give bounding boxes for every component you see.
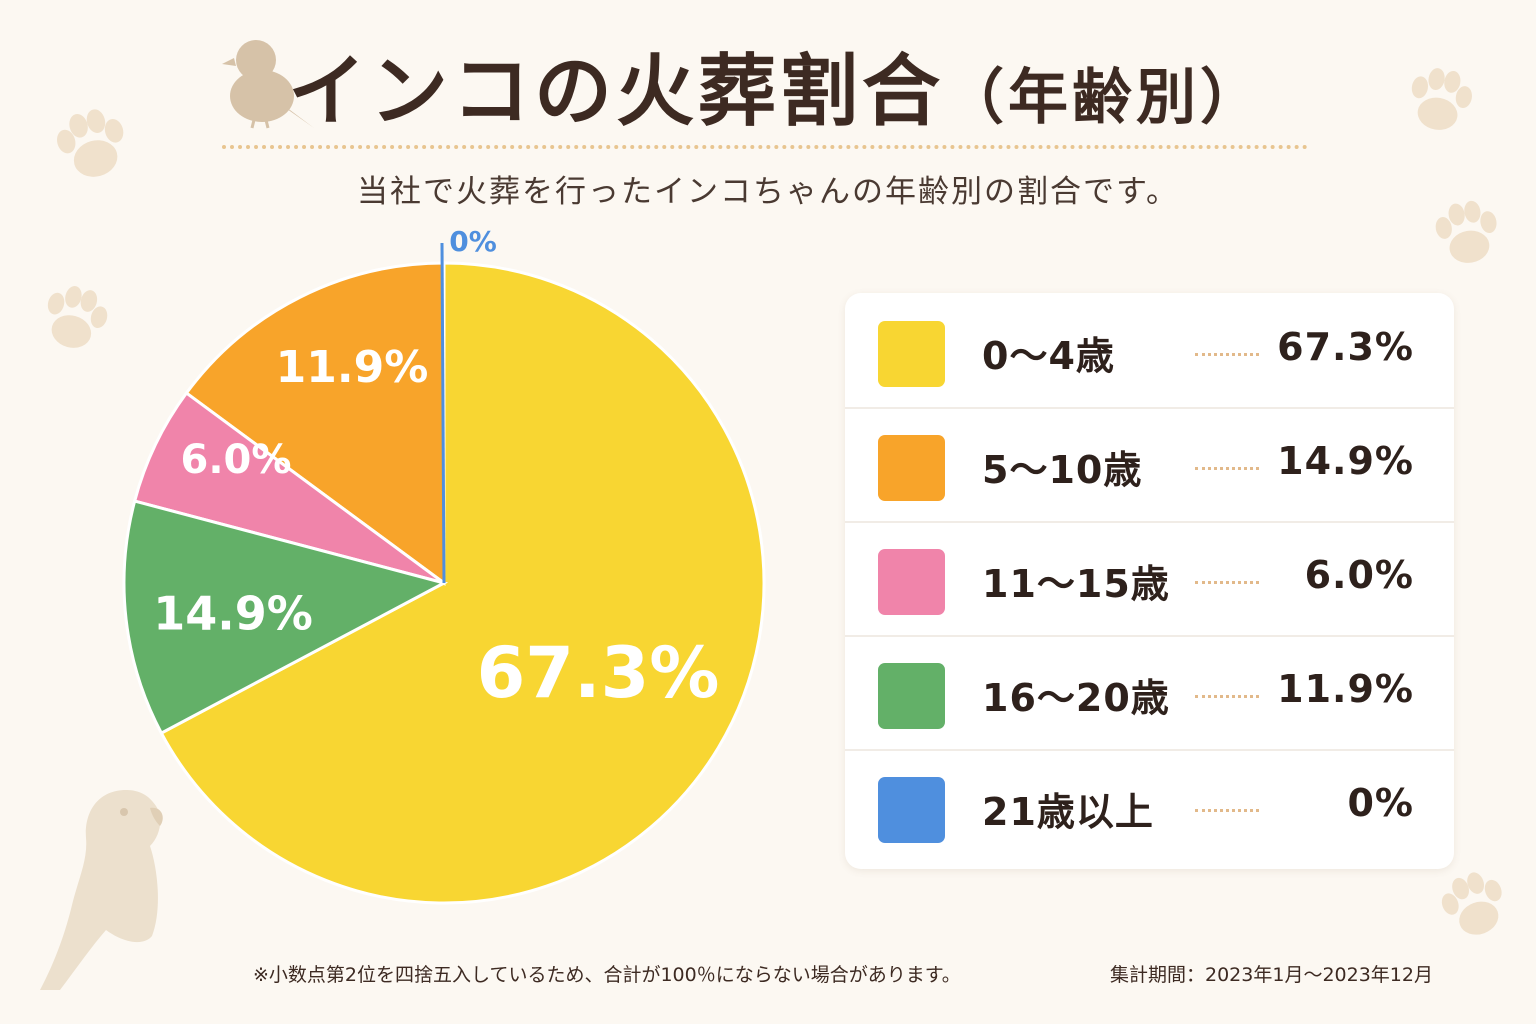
paw-icon	[1435, 200, 1497, 263]
subtitle: 当社で火葬を行ったインコちゃんの年齢別の割合です。	[357, 174, 1179, 210]
paw-icon	[56, 109, 124, 177]
legend-swatch	[878, 549, 945, 615]
legend-swatch	[878, 777, 945, 843]
legend-value: 14.9%	[1277, 439, 1414, 483]
legend-dots	[1195, 581, 1259, 584]
paw-icon	[47, 286, 108, 348]
parrot-icon	[40, 790, 163, 990]
paw-icon	[1411, 68, 1472, 130]
legend-row: 16～20歳 11.9%	[845, 635, 1454, 751]
legend-swatch	[878, 321, 945, 387]
pie-label-3: 11.9%	[276, 342, 429, 393]
paw-icon	[1441, 872, 1502, 935]
legend-row: 0～4歳 67.3%	[845, 293, 1454, 409]
legend-label: 21歳以上	[982, 790, 1154, 834]
legend-dots	[1195, 695, 1259, 698]
legend-dots	[1195, 353, 1259, 356]
legend-row: 11～15歳 6.0%	[845, 521, 1454, 637]
legend-value: 67.3%	[1277, 325, 1414, 369]
legend-value: 11.9%	[1277, 667, 1414, 711]
legend-label: 11～15歳	[982, 562, 1170, 606]
bird-icon	[222, 40, 314, 129]
pie-slice-1	[184, 261, 446, 586]
legend-value: 6.0%	[1304, 553, 1414, 597]
legend-panel: 0～4歳 67.3% 5～10歳 14.9% 11～15歳 6.0% 16～20…	[845, 293, 1454, 869]
pie-slice-3	[122, 499, 449, 736]
legend-dots	[1195, 809, 1259, 812]
pie-label-0: 67.3%	[477, 632, 720, 714]
chart-title-main: インコの火葬割合	[287, 47, 944, 137]
pie-label-4: 0%	[449, 225, 497, 258]
title-block: インコの火葬割合（年齢別）	[0, 30, 1536, 140]
legend-row: 21歳以上 0%	[845, 749, 1454, 863]
legend-swatch	[878, 663, 945, 729]
pie-label-2: 6.0%	[181, 437, 292, 483]
legend-dots	[1195, 467, 1259, 470]
title-divider	[222, 145, 1308, 149]
legend-value: 0%	[1347, 781, 1414, 825]
chart-title-suffix: （年齢別）	[944, 63, 1264, 133]
legend-label: 5～10歳	[982, 448, 1143, 492]
chart-title: インコの火葬割合（年齢別）	[288, 29, 1264, 141]
legend-label: 16～20歳	[982, 676, 1170, 720]
pie-slice-0	[159, 261, 766, 905]
pie-slice-4	[440, 242, 446, 584]
pie-label-1: 14.9%	[153, 587, 313, 641]
legend-row: 5～10歳 14.9%	[845, 407, 1454, 523]
aggregation-period: 集計期間：2023年1月～2023年12月	[1110, 964, 1433, 986]
legend-label: 0～4歳	[982, 334, 1115, 378]
pie-slice-2	[132, 390, 445, 585]
legend-swatch	[878, 435, 945, 501]
footnote: ※小数点第2位を四捨五入しているため、合計が100％にならない場合があります。	[253, 964, 961, 986]
